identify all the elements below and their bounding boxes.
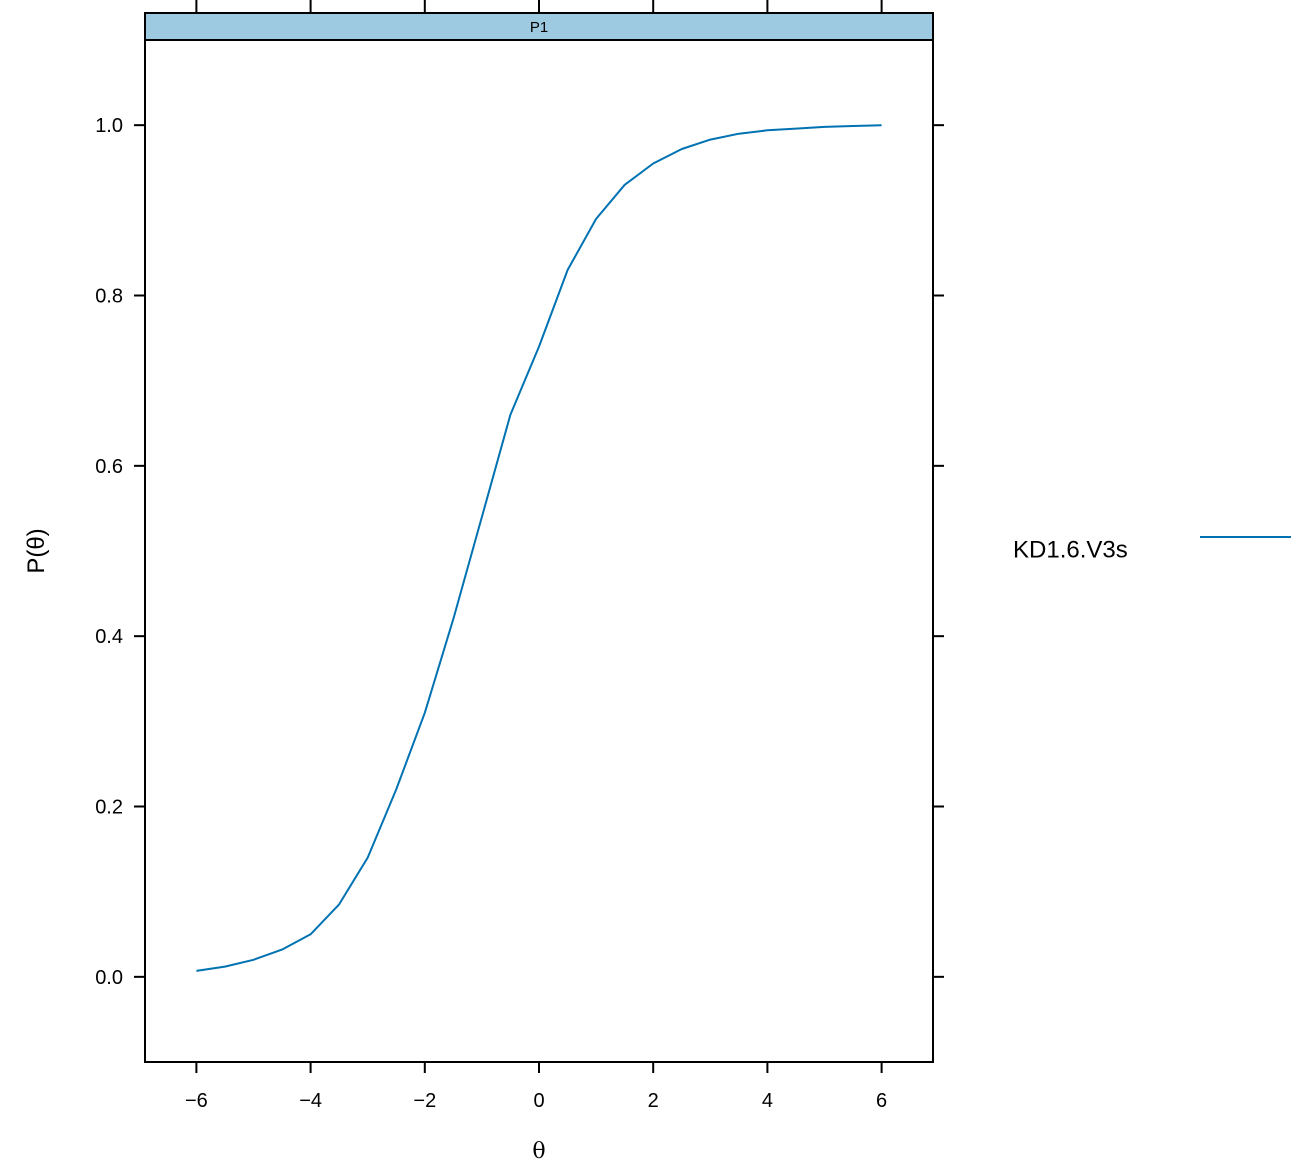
legend-label: KD1.6.V3s: [1013, 536, 1128, 563]
x-tick-label: 4: [762, 1090, 773, 1112]
x-tick-label: −6: [185, 1090, 208, 1112]
panel-strip-label: P1: [530, 19, 548, 36]
y-tick-label: 1.0: [95, 115, 123, 137]
series-group: [196, 124, 882, 972]
y-axis-title: P(θ): [23, 528, 50, 573]
plot-frame: [144, 39, 934, 1063]
y-tick-label: 0.2: [95, 797, 123, 819]
x-axis: −6 −4 −2 0 2 4 6: [185, 0, 887, 1112]
y-tick-label: 0.6: [95, 456, 123, 478]
y-tick-label: 0.8: [95, 286, 123, 308]
y-tick-label: 0.0: [95, 967, 123, 989]
x-tick-label: 6: [876, 1090, 887, 1112]
panel-strip: [144, 12, 934, 41]
series-line: [196, 124, 882, 972]
y-tick-label: 0.4: [95, 626, 123, 648]
x-tick-label: 2: [648, 1090, 659, 1112]
y-axis: 0.0 0.2 0.4 0.6 0.8 1.0: [95, 115, 944, 989]
x-tick-label: −2: [413, 1090, 436, 1112]
x-tick-label: 0: [533, 1090, 544, 1112]
x-axis-title: θ: [532, 1139, 545, 1164]
x-tick-label: −4: [299, 1090, 322, 1112]
